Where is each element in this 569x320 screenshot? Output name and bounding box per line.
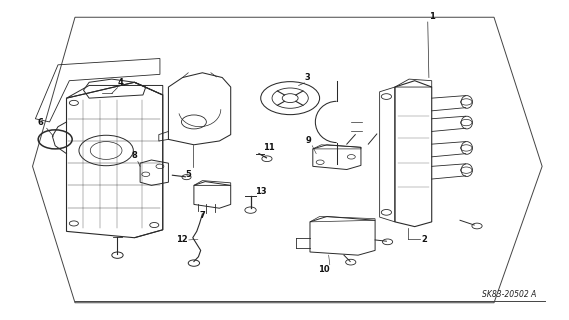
Text: 6: 6 xyxy=(38,118,44,127)
Text: 5: 5 xyxy=(185,170,191,179)
Text: 4: 4 xyxy=(117,78,123,87)
Text: 11: 11 xyxy=(263,143,275,152)
Text: 13: 13 xyxy=(255,187,267,196)
Text: 8: 8 xyxy=(131,151,137,160)
Text: 1: 1 xyxy=(429,12,435,21)
Text: 7: 7 xyxy=(200,211,205,220)
Text: 12: 12 xyxy=(176,236,188,244)
Text: 2: 2 xyxy=(422,236,427,244)
Text: 3: 3 xyxy=(304,73,310,82)
Text: 10: 10 xyxy=(318,265,330,274)
Text: SK83-20502 A: SK83-20502 A xyxy=(482,290,537,299)
Text: 9: 9 xyxy=(306,136,312,145)
